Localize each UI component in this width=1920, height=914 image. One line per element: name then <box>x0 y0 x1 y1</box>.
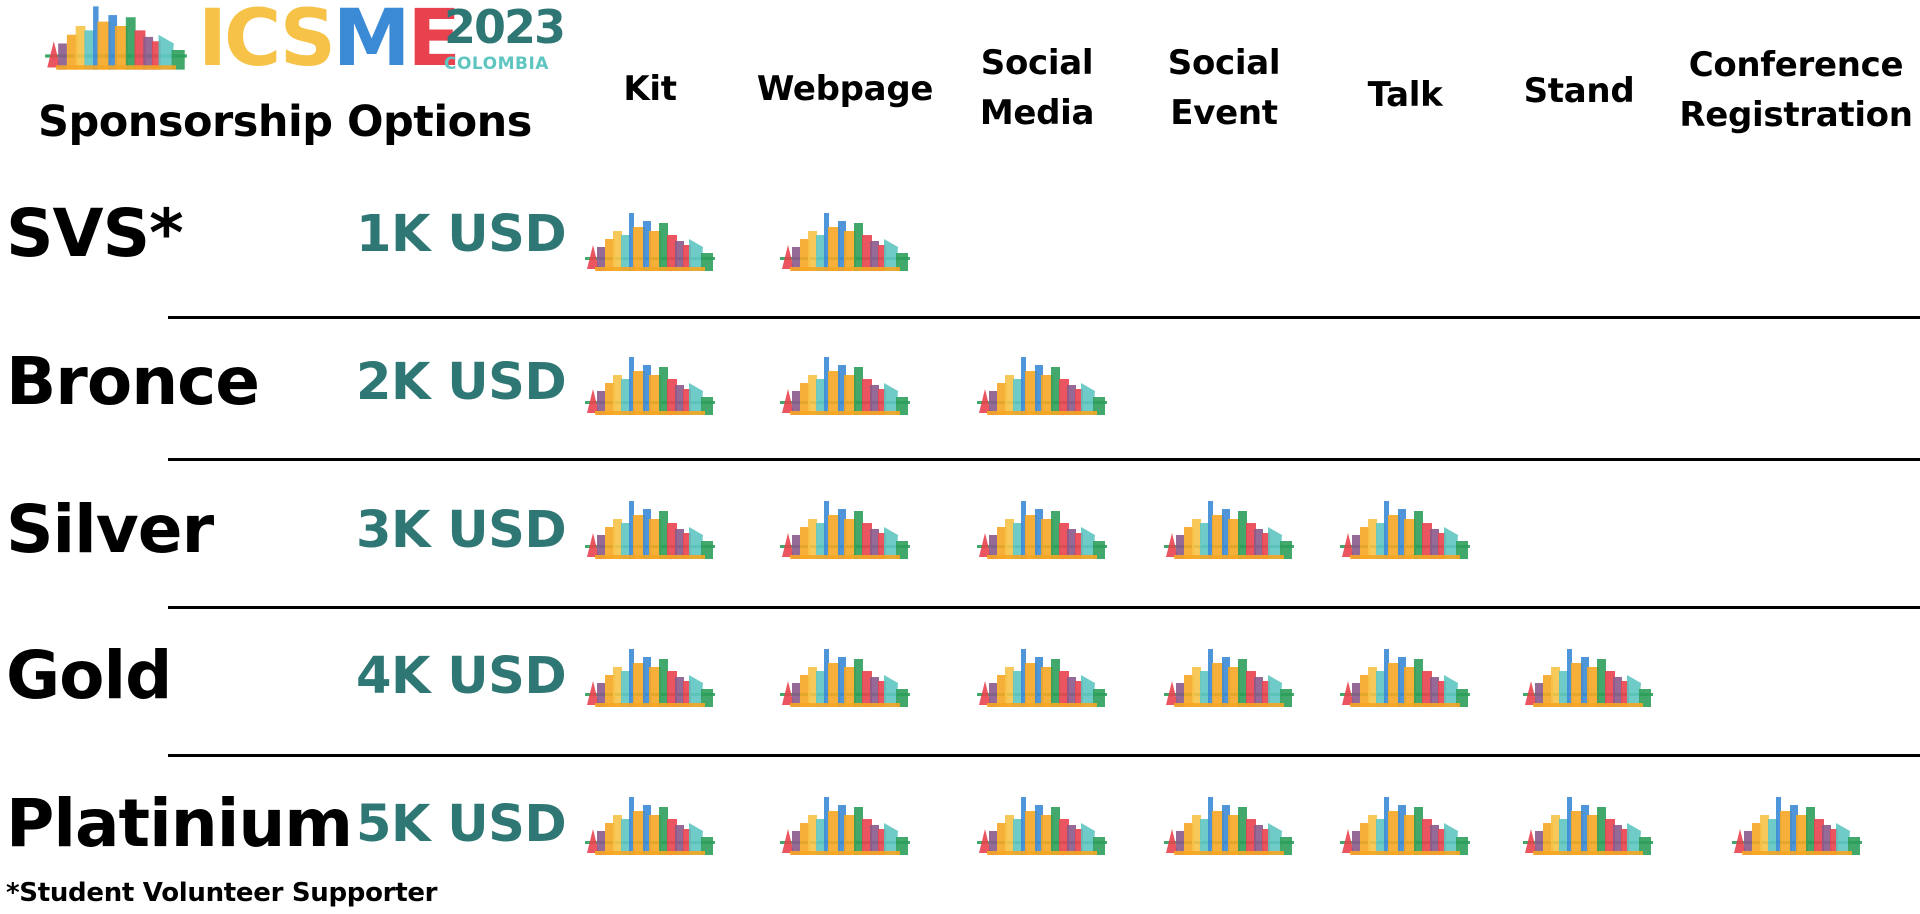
column-header-conference-registration: Conference Registration <box>1679 45 1913 135</box>
row-divider <box>168 754 1920 757</box>
included-kit-icon <box>585 497 715 563</box>
logo-letter: M <box>332 0 411 84</box>
tier-row-bronce: Bronce 2K USD <box>0 316 1920 464</box>
tier-price: 3K USD <box>356 501 567 560</box>
tier-price: 4K USD <box>356 647 567 706</box>
icsme-logo: ICSME 2023 COLOMBIA <box>36 0 566 84</box>
footnote: *Student Volunteer Supporter <box>6 878 438 908</box>
included-talk-icon <box>1340 793 1470 859</box>
tier-name: SVS* <box>6 195 184 272</box>
included-kit-icon <box>585 353 715 419</box>
included-social-event-icon <box>1164 645 1294 711</box>
row-divider <box>168 458 1920 461</box>
included-kit-icon <box>585 645 715 711</box>
column-header-talk: Talk <box>1367 75 1443 115</box>
page-title: Sponsorship Options <box>38 97 532 147</box>
included-stand-icon <box>1523 645 1653 711</box>
skyline-logo-icon <box>36 2 196 74</box>
row-divider <box>168 316 1920 319</box>
included-webpage-icon <box>780 793 910 859</box>
included-social-media-icon <box>977 353 1107 419</box>
included-social-media-icon <box>977 645 1107 711</box>
included-stand-icon <box>1523 793 1653 859</box>
tier-row-silver: Silver 3K USD <box>0 458 1920 609</box>
tier-row-platinium: Platinium 5K USD <box>0 754 1920 902</box>
tier-name: Gold <box>6 637 172 714</box>
included-talk-icon <box>1340 497 1470 563</box>
included-webpage-icon <box>780 353 910 419</box>
column-header-social-event: Social Event <box>1167 43 1281 133</box>
logo-letter: C <box>224 0 283 84</box>
included-social-event-icon <box>1164 497 1294 563</box>
included-webpage-icon <box>780 497 910 563</box>
tier-price: 2K USD <box>356 353 567 412</box>
logo-wordmark: ICSME <box>198 0 461 84</box>
column-header-webpage: Webpage <box>756 69 934 109</box>
logo-country: COLOMBIA <box>444 54 549 74</box>
included-kit-icon <box>585 209 715 275</box>
included-webpage-icon <box>780 645 910 711</box>
logo-letter: E <box>407 0 461 84</box>
tier-name: Bronce <box>6 343 260 420</box>
row-divider <box>168 606 1920 609</box>
included-kit-icon <box>585 793 715 859</box>
tier-row-svs: SVS* 1K USD <box>0 168 1920 319</box>
included-webpage-icon <box>780 209 910 275</box>
column-header-social-media: Social Media <box>979 43 1095 133</box>
included-social-media-icon <box>977 497 1107 563</box>
tier-name: Silver <box>6 491 214 568</box>
logo-letter: S <box>279 0 336 84</box>
included-conference-registration-icon <box>1732 793 1862 859</box>
logo-letter: I <box>198 0 227 84</box>
tier-row-gold: Gold 4K USD <box>0 606 1920 757</box>
included-social-event-icon <box>1164 793 1294 859</box>
included-social-media-icon <box>977 793 1107 859</box>
tier-name: Platinium <box>6 785 353 862</box>
column-header-kit: Kit <box>623 69 677 109</box>
included-talk-icon <box>1340 645 1470 711</box>
tier-price: 1K USD <box>356 205 567 264</box>
column-header-stand: Stand <box>1523 71 1635 111</box>
tier-price: 5K USD <box>356 795 567 854</box>
logo-year: 2023 <box>444 0 566 54</box>
